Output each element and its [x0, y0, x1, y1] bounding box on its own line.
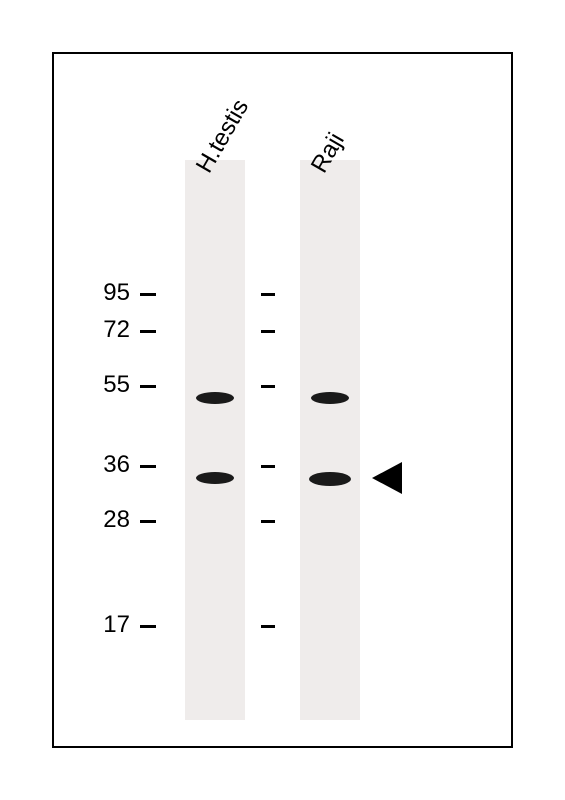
mw-label-95: 95	[90, 279, 130, 307]
band-lane2-3	[309, 472, 351, 486]
mw-label-55: 55	[90, 371, 130, 399]
mw-tick-inner-28	[261, 520, 275, 523]
mw-tick-inner-17	[261, 625, 275, 628]
mw-tick-outer-17	[140, 625, 156, 628]
mw-label-72: 72	[90, 316, 130, 344]
band-lane1-1	[196, 472, 234, 484]
mw-label-28: 28	[90, 506, 130, 534]
mw-tick-outer-36	[140, 465, 156, 468]
mw-tick-outer-55	[140, 385, 156, 388]
lane-lane2	[300, 160, 360, 720]
lane-lane1	[185, 160, 245, 720]
mw-tick-outer-95	[140, 293, 156, 296]
mw-label-36: 36	[90, 451, 130, 479]
mw-tick-outer-72	[140, 330, 156, 333]
band-lane2-2	[311, 392, 349, 404]
blot-outer-frame	[52, 52, 513, 748]
band-lane1-0	[196, 392, 234, 404]
mw-tick-inner-95	[261, 293, 275, 296]
mw-tick-outer-28	[140, 520, 156, 523]
mw-tick-inner-72	[261, 330, 275, 333]
target-band-arrow	[372, 462, 402, 494]
mw-tick-inner-36	[261, 465, 275, 468]
mw-label-17: 17	[90, 611, 130, 639]
mw-tick-inner-55	[261, 385, 275, 388]
